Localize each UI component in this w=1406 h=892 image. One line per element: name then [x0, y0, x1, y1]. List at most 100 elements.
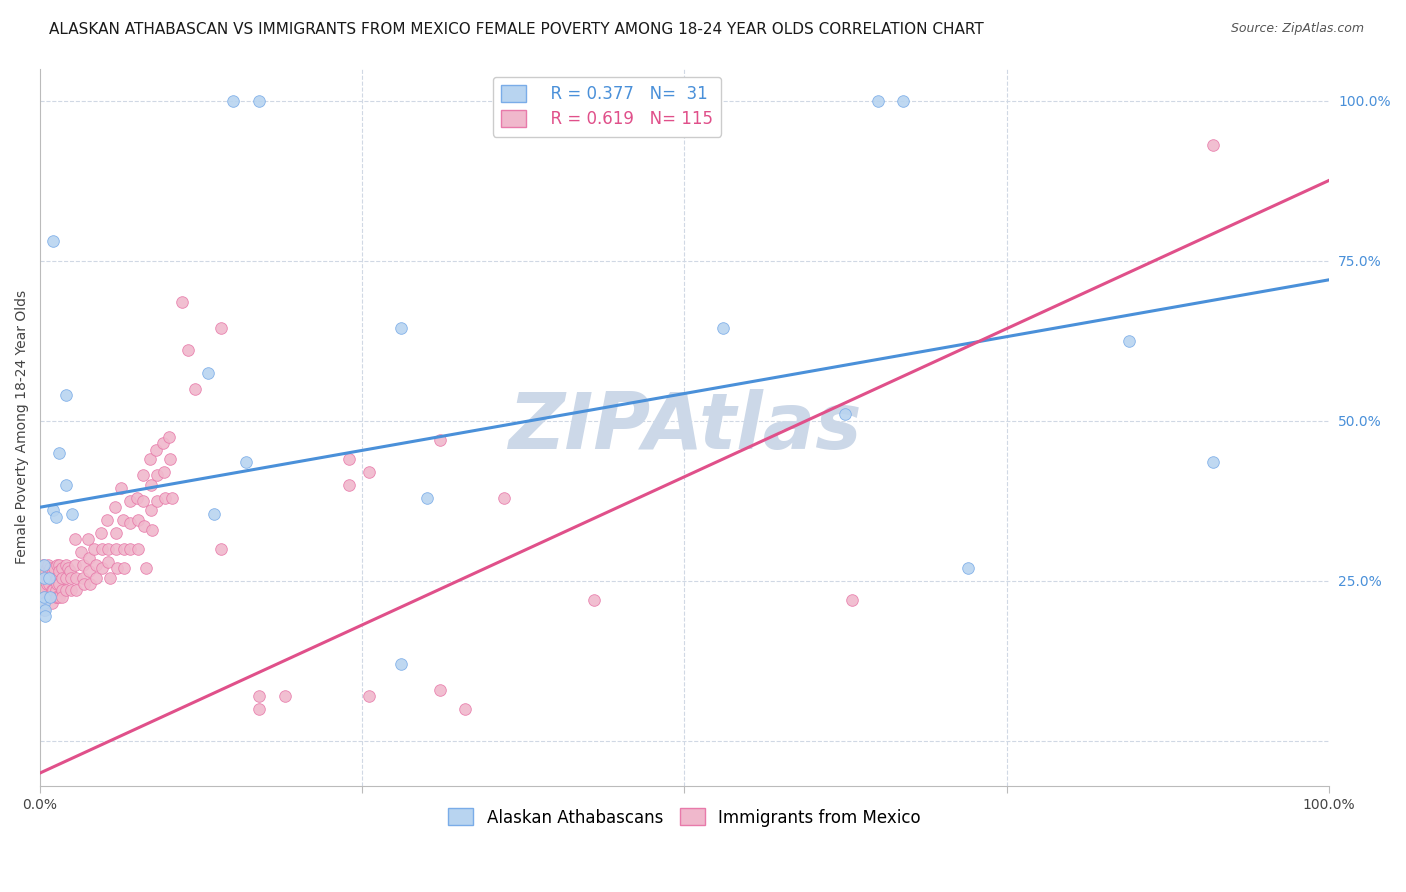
Point: [120, 493, 142, 508]
Point: [139, 477, 162, 491]
Point: [127, 541, 149, 556]
Point: [42, 564, 65, 578]
Point: [157, 430, 180, 444]
Point: [209, 541, 232, 556]
Point: [32, 590, 55, 604]
Point: [72, 571, 94, 585]
Point: [583, 593, 606, 607]
Point: [45, 571, 67, 585]
Point: [32, 583, 55, 598]
Point: [202, 507, 225, 521]
Point: [222, 94, 245, 108]
Point: [141, 523, 163, 537]
Point: [159, 452, 181, 467]
Point: [65, 571, 87, 585]
Point: [42, 503, 65, 517]
Point: [1202, 138, 1225, 153]
Point: [34, 602, 56, 616]
Point: [45, 571, 67, 585]
Point: [492, 491, 515, 505]
Point: [91, 541, 114, 556]
Point: [76, 533, 98, 547]
Point: [55, 477, 77, 491]
Point: [84, 571, 107, 585]
Point: [177, 343, 200, 358]
Point: [145, 442, 167, 457]
Point: [274, 689, 297, 703]
Point: [96, 513, 118, 527]
Point: [72, 558, 94, 572]
Point: [42, 235, 65, 249]
Point: [41, 571, 63, 585]
Point: [55, 558, 77, 572]
Point: [45, 590, 67, 604]
Point: [105, 541, 128, 556]
Point: [153, 465, 176, 479]
Text: ZIPAtlas: ZIPAtlas: [508, 389, 860, 465]
Point: [63, 558, 86, 572]
Point: [111, 513, 134, 527]
Point: [32, 558, 55, 572]
Point: [77, 551, 100, 566]
Point: [55, 583, 77, 598]
Point: [34, 609, 56, 624]
Point: [39, 590, 62, 604]
Point: [38, 571, 60, 585]
Point: [112, 561, 135, 575]
Point: [197, 366, 219, 380]
Point: [39, 561, 62, 575]
Point: [63, 533, 86, 547]
Point: [104, 500, 127, 515]
Point: [120, 516, 142, 531]
Point: [70, 545, 93, 559]
Point: [38, 571, 60, 585]
Point: [247, 702, 270, 716]
Point: [37, 558, 59, 572]
Point: [956, 561, 979, 575]
Point: [711, 321, 734, 335]
Point: [38, 564, 60, 578]
Point: [337, 452, 360, 467]
Point: [127, 513, 149, 527]
Point: [31, 571, 53, 585]
Point: [357, 465, 380, 479]
Point: [31, 577, 53, 591]
Point: [841, 593, 863, 607]
Point: [834, 408, 856, 422]
Point: [45, 577, 67, 591]
Point: [97, 555, 120, 569]
Legend: Alaskan Athabascans, Immigrants from Mexico: Alaskan Athabascans, Immigrants from Mex…: [440, 800, 929, 835]
Point: [107, 561, 129, 575]
Point: [44, 561, 66, 575]
Point: [120, 541, 142, 556]
Point: [138, 452, 160, 467]
Point: [60, 583, 83, 598]
Point: [1202, 455, 1225, 469]
Point: [429, 433, 451, 447]
Point: [569, 94, 592, 108]
Point: [59, 564, 82, 578]
Point: [105, 525, 128, 540]
Point: [110, 481, 132, 495]
Point: [32, 571, 55, 585]
Point: [48, 564, 70, 578]
Point: [866, 94, 889, 108]
Point: [1118, 334, 1140, 348]
Point: [235, 455, 257, 469]
Point: [153, 491, 176, 505]
Point: [389, 657, 412, 672]
Point: [51, 583, 73, 598]
Point: [48, 558, 70, 572]
Point: [45, 558, 67, 572]
Point: [160, 491, 183, 505]
Point: [65, 583, 87, 598]
Point: [135, 561, 157, 575]
Point: [32, 590, 55, 604]
Point: [48, 590, 70, 604]
Point: [41, 583, 63, 598]
Point: [152, 436, 174, 450]
Point: [79, 577, 101, 591]
Point: [97, 541, 120, 556]
Point: [32, 596, 55, 610]
Y-axis label: Female Poverty Among 18-24 Year Olds: Female Poverty Among 18-24 Year Olds: [15, 290, 30, 565]
